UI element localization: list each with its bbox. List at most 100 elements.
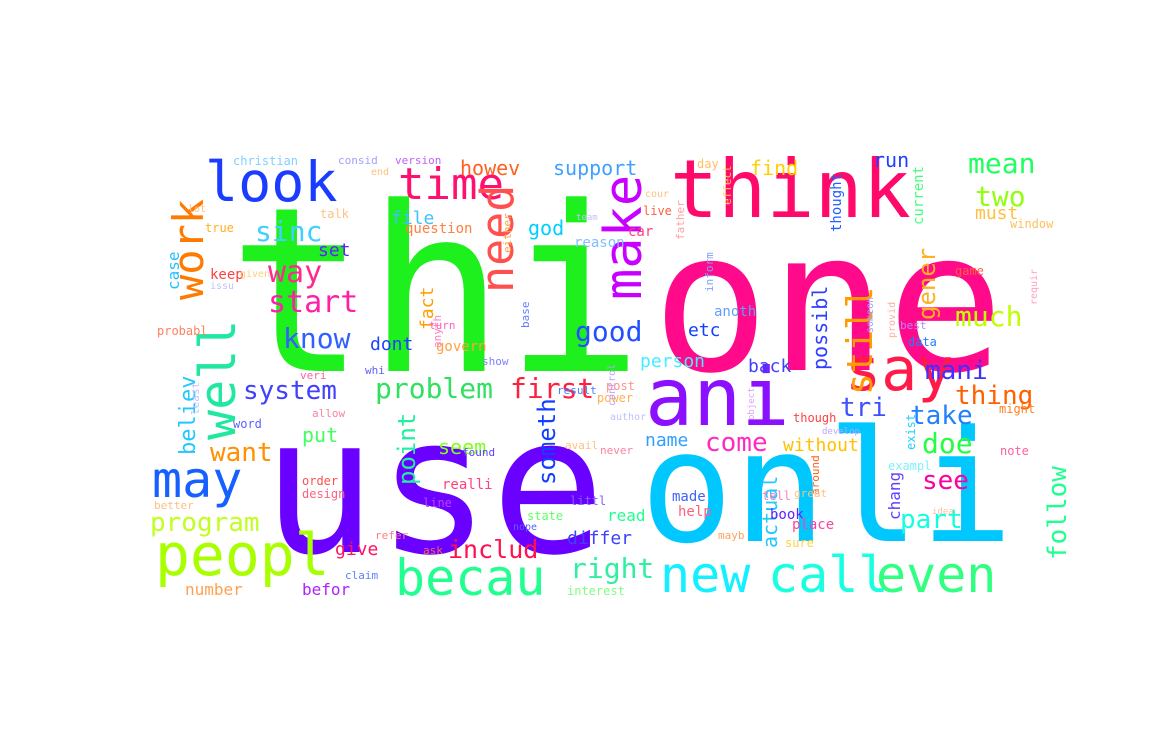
word-104: word [233, 417, 262, 431]
word-33: good [575, 315, 643, 348]
word-130: turn [429, 319, 456, 332]
word-46: come [705, 428, 768, 458]
word-114: better [154, 499, 194, 512]
word-34: mean [968, 147, 1036, 180]
word-141: lot [188, 204, 207, 215]
word-138: great [794, 487, 828, 500]
word-53: run [873, 148, 910, 172]
word-113: claim [345, 569, 379, 582]
word-44: part [900, 505, 963, 535]
word-112: littl [570, 494, 607, 508]
word-36: gener [913, 247, 941, 320]
word-82: inform [703, 252, 716, 292]
word-123: result [557, 384, 597, 397]
word-118: veri [300, 369, 327, 382]
word-42: doe [922, 427, 973, 460]
word-95: true [205, 221, 234, 235]
word-6: think [670, 143, 911, 236]
word-13: look [205, 150, 338, 214]
word-61: dont [370, 334, 414, 355]
word-120: might [999, 402, 1036, 416]
word-122: though [793, 411, 837, 425]
word-117: whi [365, 364, 385, 377]
word-89: exampl [888, 459, 932, 473]
word-125: day [697, 157, 719, 171]
word-10: new [660, 546, 751, 604]
word-107: state [527, 509, 564, 523]
word-35: two [975, 180, 1026, 213]
word-88: place [792, 517, 835, 533]
word-57: etc [688, 320, 721, 341]
word-142: end [371, 167, 390, 178]
word-81: anoth [714, 304, 757, 320]
word-128: best [900, 319, 927, 332]
word-106: line [423, 496, 452, 510]
word-5: ani [645, 351, 790, 444]
word-45: follow [1043, 466, 1073, 560]
word-75: must [975, 203, 1019, 224]
word-22: way [268, 255, 323, 290]
word-90: exist [904, 413, 918, 450]
word-103: design [302, 487, 346, 501]
word-109: sure [785, 536, 814, 550]
word-93: probabl [157, 324, 208, 338]
word-135: avail [565, 439, 599, 452]
word-139: given [240, 269, 271, 280]
word-25: system [243, 376, 337, 406]
word-11: call [768, 546, 889, 604]
word-148: requir [1029, 268, 1040, 305]
word-65: seem [438, 435, 487, 459]
word-87: book [770, 507, 804, 523]
word-32: includ [448, 535, 539, 564]
word-133: allow [312, 407, 346, 420]
word-51: howev [460, 156, 521, 180]
word-41: take [910, 401, 973, 431]
word-58: person [640, 351, 706, 372]
word-62: set [318, 240, 351, 261]
word-9: becau [395, 549, 546, 607]
word-136: nope [513, 522, 538, 533]
word-143: team [576, 213, 598, 223]
word-83: live [643, 204, 672, 218]
word-94: keep [210, 267, 244, 283]
word-102: order [302, 474, 339, 488]
word-59: back [748, 356, 792, 377]
word-29: want [210, 438, 273, 468]
word-119: data [908, 335, 937, 349]
word-3: one [652, 189, 1005, 416]
word-78: question [405, 221, 473, 237]
word-52: find [750, 156, 799, 180]
word-21: sinc [255, 215, 323, 248]
word-144: cour [645, 189, 670, 200]
word-23: start [268, 285, 359, 320]
word-124: either [501, 213, 514, 253]
word-149: someon [865, 296, 876, 333]
word-131: show [482, 355, 509, 368]
word-84: car [628, 224, 654, 240]
word-152: idea [932, 507, 954, 517]
word-79: reason [574, 235, 625, 251]
word-4: onli [640, 397, 1014, 578]
word-80: govern [436, 339, 487, 355]
word-1: use [262, 376, 606, 597]
word-92: window [1010, 217, 1054, 231]
word-86: made [672, 489, 706, 505]
word-28: program [150, 508, 260, 538]
word-2: thi [228, 159, 644, 426]
word-48: someth [533, 398, 561, 485]
word-126: effect [721, 165, 734, 205]
word-116: refer [375, 529, 409, 542]
word-27: first [510, 372, 595, 405]
word-153: develop [822, 427, 860, 437]
word-146: control [607, 363, 618, 406]
word-8: peopl [155, 521, 330, 589]
word-108: help [678, 504, 712, 520]
word-66: name [645, 430, 689, 451]
word-69: differ [567, 528, 633, 549]
word-147: father [674, 200, 687, 240]
word-115: ask [423, 544, 443, 557]
word-121: note [1000, 444, 1029, 458]
word-38: mani [925, 356, 988, 386]
word-55: file [391, 208, 435, 229]
